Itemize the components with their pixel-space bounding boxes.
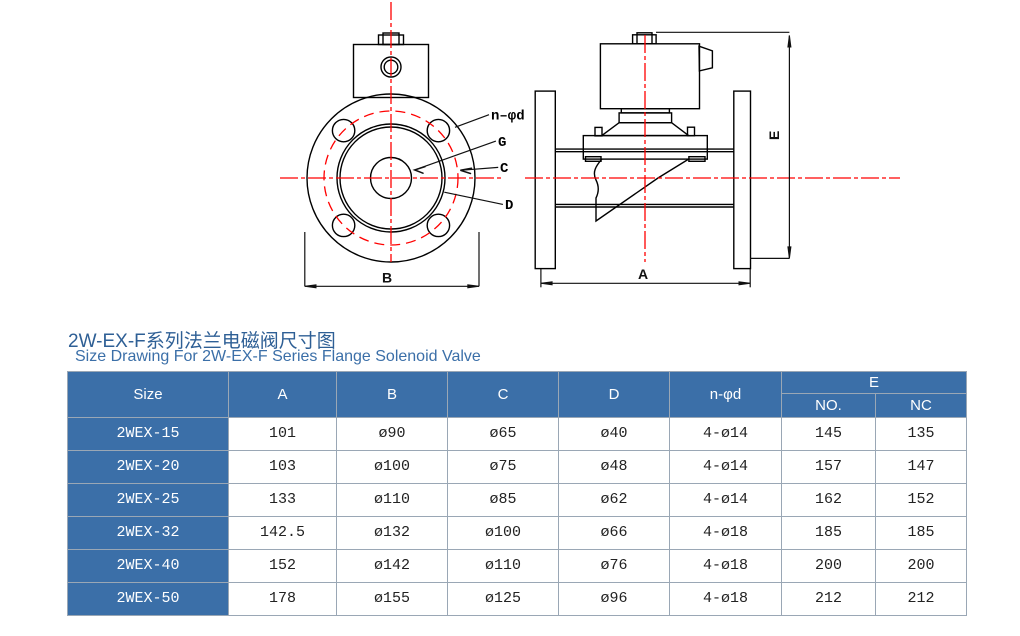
svg-text:n–φd: n–φd <box>491 109 525 125</box>
svg-text:D: D <box>505 198 513 214</box>
svg-text:C: C <box>500 161 509 177</box>
svg-text:B: B <box>382 270 392 286</box>
svg-text:A: A <box>638 266 648 282</box>
svg-text:E: E <box>766 131 782 140</box>
svg-text:G: G <box>498 135 506 151</box>
